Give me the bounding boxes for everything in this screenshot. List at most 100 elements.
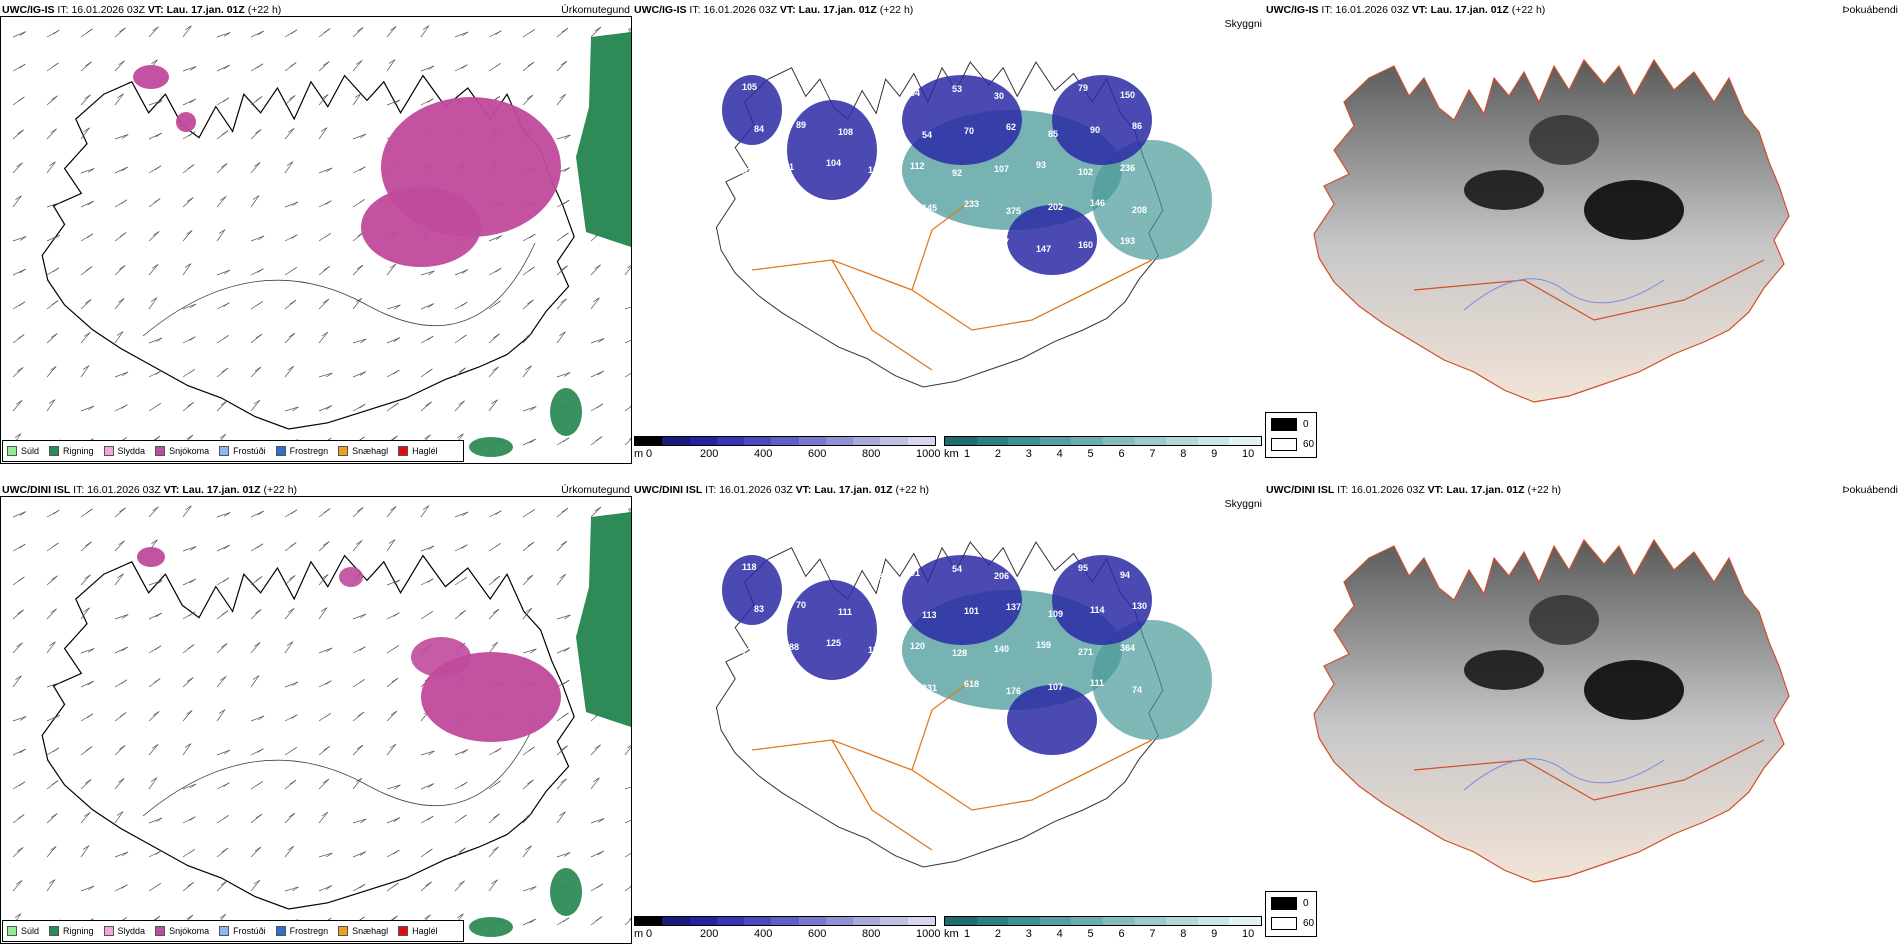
colorbar-segment	[798, 917, 826, 925]
legend-label: Haglél	[412, 446, 438, 456]
colorbar-segment	[945, 917, 977, 925]
legend-swatch	[219, 926, 230, 936]
colorbar-segment	[744, 917, 772, 925]
panel-title: UWC/DINI ISL IT: 16.01.2026 03Z VT: Lau.…	[2, 484, 298, 496]
colorbar-segment	[1102, 917, 1135, 925]
visibility-value-label: 146	[1090, 198, 1105, 208]
colorbar-segment	[716, 917, 745, 925]
cloud-base-area	[787, 580, 877, 680]
legend-swatch	[7, 926, 17, 936]
fog-legend-top: 0 60	[1265, 412, 1317, 458]
colorbar-segment	[798, 437, 826, 445]
cloud-base-area	[1007, 205, 1097, 275]
legend-item: Súld	[7, 446, 39, 456]
colorbar-segment	[635, 917, 663, 925]
visibility-value-label: 54	[922, 130, 932, 140]
visibility-value-label: 159	[1036, 640, 1051, 650]
visibility-value-label: 101	[964, 606, 979, 616]
legend-item: Snæhagl	[338, 926, 388, 936]
legend-label: Frostregn	[289, 446, 329, 456]
colorbar-tick-label: 400	[754, 448, 773, 460]
legend-item: Snjókoma	[155, 926, 209, 936]
visibility-value-label: 109	[1048, 609, 1063, 619]
colorbar-segment	[1039, 437, 1072, 445]
visibility-value-label: 137	[784, 569, 799, 579]
visibility-value-label: 271	[1078, 647, 1093, 657]
visibility-value-label: 85	[1048, 129, 1058, 139]
visibility-value-label: 208	[1132, 205, 1147, 215]
visibility-value-label: 130	[1132, 601, 1147, 611]
colorbar-unit: km	[944, 448, 959, 460]
legend-swatch	[49, 926, 60, 936]
colorbar-tick-label: 8	[1180, 448, 1187, 460]
visibility-value-label: 153	[784, 715, 799, 725]
colorbar-segment	[907, 437, 935, 445]
visibility-value-label: 137	[1006, 602, 1021, 612]
visibility-value-label: 84	[754, 124, 764, 134]
legend-label: Haglél	[412, 926, 438, 936]
fog-legend-label: 60	[1303, 918, 1315, 929]
fog-legend-swatch	[1271, 418, 1297, 431]
panel-corner-label: Skyggni	[1224, 18, 1262, 30]
visibility-panel-top: UWC/IG-IS IT: 16.01.2026 03Z VT: Lau. 17…	[632, 0, 1264, 470]
colorbar-strip	[944, 436, 1262, 446]
iceland-fog-map	[1313, 538, 1790, 883]
cloud-base-area	[1052, 75, 1152, 165]
colorbar-tick-label: 0	[646, 448, 653, 460]
colorbar-segment	[880, 917, 908, 925]
legend-item: Rigning	[49, 926, 94, 936]
visibility-value-label: 188	[838, 680, 853, 690]
legend-swatch	[103, 446, 114, 456]
visibility-value-label: 231	[922, 683, 937, 693]
visibility-value-label: 190	[838, 200, 853, 210]
teal-visibility-area	[1092, 620, 1212, 740]
visibility-value-label: 113	[922, 610, 937, 620]
visibility-value-label: 185	[754, 281, 769, 291]
rain-area	[576, 512, 631, 727]
visibility-value-label: 114	[1090, 605, 1105, 615]
legend-label: Rigning	[63, 926, 94, 936]
km-colorbar: km 1 2 3 4 5 6 7 8 9 10	[944, 916, 1262, 944]
road-lines	[142, 242, 536, 337]
roads	[1413, 739, 1765, 801]
legend-swatch	[275, 926, 286, 936]
colorbar-segment	[1166, 917, 1198, 925]
visibility-value-label: 251	[880, 196, 895, 206]
visibility-value-label: 107	[1048, 682, 1063, 692]
visibility-value-label: 653	[796, 684, 811, 694]
visibility-value-label: 83	[742, 166, 752, 176]
map-frame	[0, 496, 632, 944]
colorbar-segment	[853, 437, 881, 445]
visibility-value-label: 140	[1036, 87, 1051, 97]
visibility-value-label: 140	[826, 85, 841, 95]
colorbar-segment	[976, 917, 1009, 925]
snow-area	[133, 65, 169, 89]
rivers	[1463, 758, 1665, 791]
visibility-value-label: 128	[952, 648, 967, 658]
iceland-fog-map	[1313, 58, 1790, 403]
colorbar-tick-label: 10	[1242, 448, 1255, 460]
visibility-value-label: 112	[910, 161, 925, 171]
visibility-value-label: 236	[1120, 163, 1135, 173]
rain-area	[550, 388, 582, 436]
colorbar-tick-label: 2	[994, 928, 1001, 940]
visibility-value-label: 71	[880, 123, 890, 133]
legend-label: Snæhagl	[352, 446, 389, 456]
precip-panel-top: UWC/IG-IS IT: 16.01.2026 03Z VT: Lau. 17…	[0, 0, 632, 470]
colorbar-strip	[634, 916, 936, 926]
visibility-value-label: 104	[826, 158, 841, 168]
dense-fog-area	[1584, 180, 1684, 240]
visibility-value-label: 145	[922, 203, 937, 213]
legend-swatch	[49, 446, 60, 456]
colorbar-tick-label: 7	[1149, 448, 1156, 460]
colorbar-tick-label: 5	[1087, 928, 1094, 940]
fog-legend-row: 60	[1271, 438, 1314, 451]
iceland-visibility-map: 118 137 161 188 91 54 206 109 95 94 83 70 111 195 113 1…	[715, 541, 1212, 868]
panel-corner-label: Úrkomutegund	[561, 4, 630, 16]
map-frame	[0, 16, 632, 464]
fog-legend-swatch	[1271, 917, 1297, 930]
colorbar-segment	[662, 917, 690, 925]
colorbar-unit: km	[944, 928, 959, 940]
panel-corner-label: Þokuábendi	[1842, 4, 1898, 16]
precip-panel-bottom: UWC/DINI ISL IT: 16.01.2026 03Z VT: Lau.…	[0, 480, 632, 950]
